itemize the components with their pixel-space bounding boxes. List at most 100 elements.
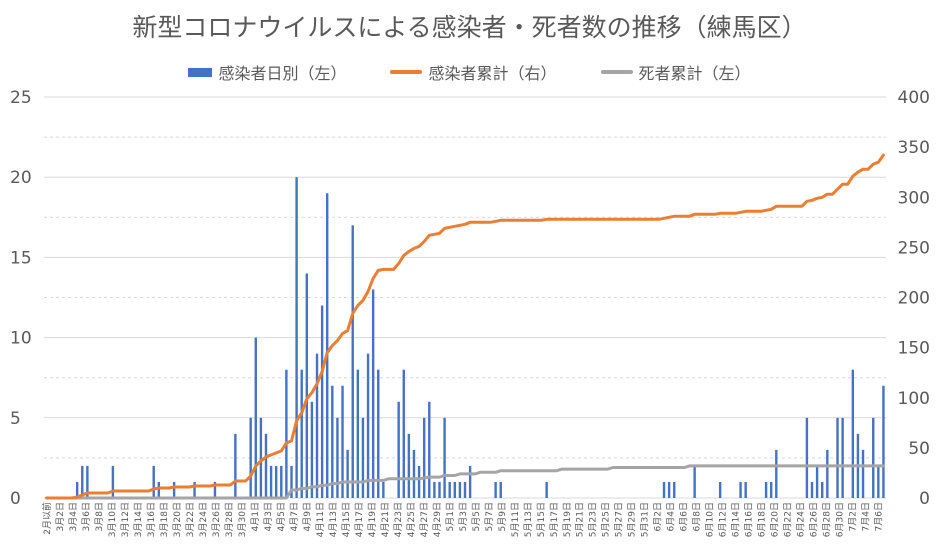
bar-daily-cases <box>300 369 303 498</box>
bar-daily-cases <box>438 481 441 498</box>
legend-item-deaths: 死者累計（左） <box>600 60 751 84</box>
bar-daily-cases <box>428 401 431 498</box>
bar-daily-cases <box>274 465 278 498</box>
bar-daily-cases <box>351 225 354 498</box>
bar-daily-cases <box>336 417 339 498</box>
bar-daily-cases <box>172 481 176 498</box>
bar-daily-cases <box>882 385 885 498</box>
bar-daily-cases <box>769 481 773 498</box>
bar-daily-cases <box>320 305 324 498</box>
x-tick-label: 6月14日 <box>731 502 742 537</box>
bar-daily-cases <box>310 401 314 498</box>
bar-daily-cases <box>366 353 370 498</box>
x-tick-label: 4月25日 <box>406 502 417 537</box>
x-tick-label: 3月10日 <box>107 502 118 537</box>
bar-daily-cases <box>861 449 865 498</box>
legend-item-cumulative: 感染者累計（右） <box>390 60 557 84</box>
y-left-tick-label: 20 <box>10 168 32 188</box>
x-tick-label: 5月5日 <box>471 502 482 531</box>
x-tick-label: 3月18日 <box>159 502 170 537</box>
legend-label-cumulative: 感染者累計（右） <box>428 64 557 83</box>
bar-daily-cases <box>157 481 161 498</box>
bar-daily-cases <box>815 465 819 498</box>
bar-daily-cases <box>295 177 298 498</box>
y-left-tick-label: 15 <box>10 248 32 268</box>
x-tick-label: 5月17日 <box>549 502 560 537</box>
y-right-tick-label: 300 <box>898 188 930 208</box>
bar-daily-cases <box>269 465 273 498</box>
x-tick-label: 5月21日 <box>575 502 586 537</box>
x-tick-label: 5月9日 <box>497 502 508 531</box>
x-tick-label: 4月3日 <box>263 502 274 531</box>
bar-daily-cases <box>443 417 446 498</box>
x-tick-label: 6月6日 <box>679 502 690 531</box>
bar-daily-cases <box>382 481 385 498</box>
x-tick-label: 3月26日 <box>211 502 222 537</box>
x-tick-label: 6月10日 <box>705 502 716 537</box>
bar-daily-cases <box>331 385 334 498</box>
x-tick-label: 3月2日 <box>55 502 66 531</box>
bar-daily-cases <box>193 481 196 498</box>
bar-daily-cases <box>417 465 421 498</box>
chart-legend: 感染者日別（左） 感染者累計（右） 死者累計（左） <box>0 60 939 84</box>
x-tick-label: 3月20日 <box>172 502 183 537</box>
x-tick-label: 6月30日 <box>835 502 846 537</box>
x-tick-label: 3月12日 <box>120 502 131 537</box>
legend-swatch-deaths <box>600 70 633 74</box>
x-tick-label: 5月15日 <box>536 502 547 537</box>
bar-daily-cases <box>326 193 329 499</box>
bar-daily-cases <box>458 481 462 498</box>
bar-daily-cases <box>259 417 263 498</box>
x-tick-label: 7月6日 <box>874 502 885 531</box>
bar-daily-cases <box>433 481 436 498</box>
bar-daily-cases <box>285 369 288 498</box>
y-left-tick-label: 5 <box>10 409 21 429</box>
bar-daily-cases <box>463 481 467 498</box>
legend-swatch-daily <box>188 67 213 77</box>
x-tick-label: 5月7日 <box>484 502 495 531</box>
bar-daily-cases <box>810 481 814 498</box>
x-tick-label: 6月20日 <box>770 502 781 537</box>
legend-label-deaths: 死者累計（左） <box>638 64 751 83</box>
x-tick-label: 6月4日 <box>666 502 677 531</box>
bar-daily-cases <box>412 449 416 498</box>
x-tick-label: 4月15日 <box>341 502 352 537</box>
x-tick-label: 5月19日 <box>562 502 573 537</box>
bar-daily-cases <box>397 401 400 498</box>
x-tick-label: 3月4日 <box>68 502 79 531</box>
bar-daily-cases <box>75 481 79 498</box>
x-tick-label: 5月23日 <box>588 502 599 537</box>
chart-title: 新型コロナウイルスによる感染者・死者数の推移（練馬区） <box>132 13 807 42</box>
x-tick-label: 4月17日 <box>354 502 365 537</box>
bar-daily-cases <box>341 385 344 498</box>
x-tick-label: 3月24日 <box>198 502 209 537</box>
x-tick-label: 6月22日 <box>783 502 794 537</box>
y-right-tick-label: 400 <box>898 88 930 108</box>
bar-daily-cases <box>361 417 365 498</box>
x-tick-label: 6月2日 <box>653 502 664 531</box>
bar-daily-cases <box>356 369 360 498</box>
bar-daily-cases <box>290 465 293 498</box>
bar-daily-cases <box>872 417 875 498</box>
x-tick-label: 5月11日 <box>510 502 521 537</box>
bar-daily-cases <box>453 481 456 498</box>
bar-daily-cases <box>448 481 451 498</box>
bar-daily-cases <box>744 481 747 498</box>
bar-daily-cases <box>693 465 696 498</box>
x-tick-label: 6月28日 <box>822 502 833 537</box>
bar-daily-cases <box>371 289 375 498</box>
x-tick-label: 3月14日 <box>133 502 144 537</box>
bar-daily-cases <box>851 369 855 498</box>
bar-daily-cases <box>877 465 880 498</box>
bar-daily-cases <box>377 369 380 498</box>
x-tick-label: 3月30日 <box>237 502 248 537</box>
bar-daily-cases <box>86 465 89 498</box>
bar-daily-cases <box>264 433 268 498</box>
x-tick-label: 6月12日 <box>718 502 729 537</box>
bar-daily-cases <box>739 481 742 498</box>
bar-daily-cases <box>499 481 502 498</box>
bar-daily-cases <box>764 481 768 498</box>
x-tick-label: 5月29日 <box>627 502 638 537</box>
x-tick-label: 3月22日 <box>185 502 196 537</box>
